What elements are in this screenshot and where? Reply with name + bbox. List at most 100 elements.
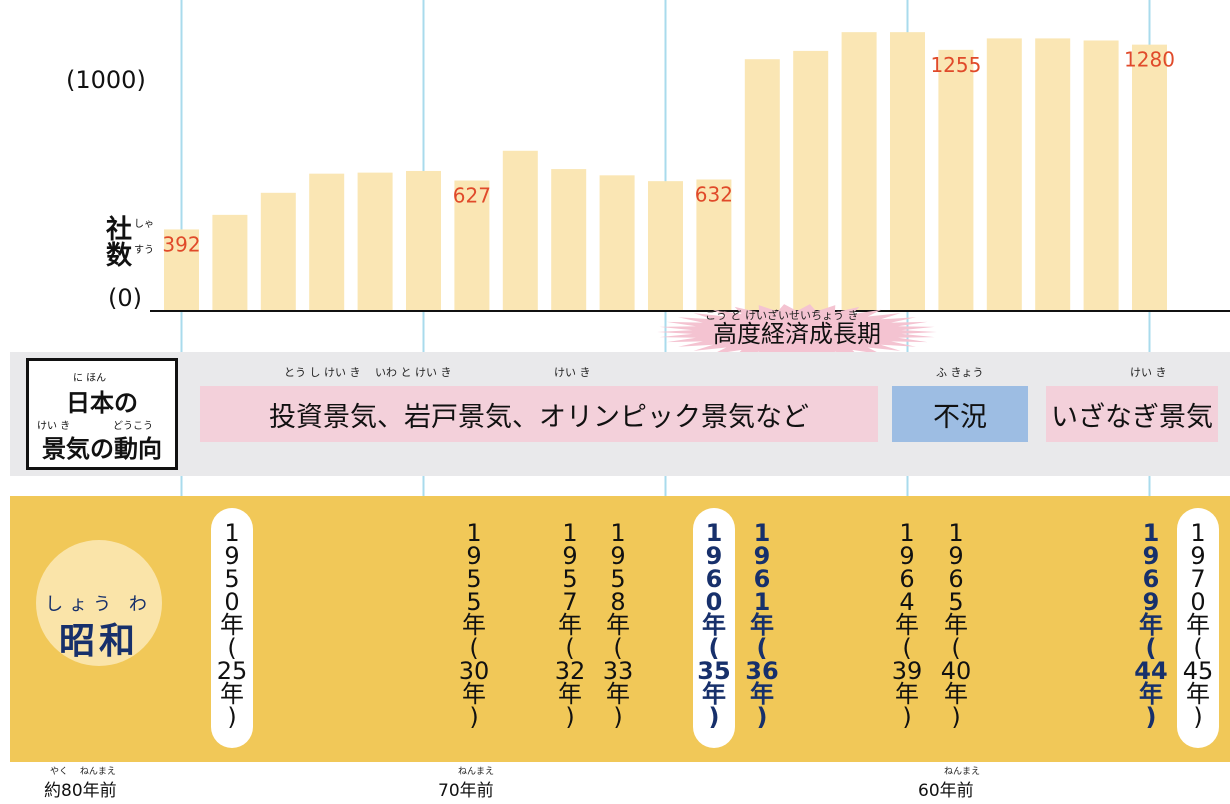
year-char: 5 xyxy=(466,588,482,616)
year-char: 40 xyxy=(940,657,972,685)
ago-80-label: 約80年前 xyxy=(44,781,117,801)
year-char: 1 xyxy=(610,519,626,547)
bar-1968 xyxy=(1035,38,1071,311)
year-char: ) xyxy=(756,703,768,731)
year-char: 9 xyxy=(466,542,482,570)
economy-title-ruby-2b: どうこう xyxy=(113,421,153,432)
year-char: 年 xyxy=(702,611,726,639)
year-char: 9 xyxy=(1142,588,1160,616)
data-label-1970: 1280 xyxy=(1124,48,1175,72)
bar-1963 xyxy=(793,50,829,311)
bar-1950 xyxy=(164,229,199,311)
data-label-1950: 392 xyxy=(162,232,200,256)
ago-60-ruby: ねんまえ xyxy=(944,767,981,777)
year-column: 1 9 5 0 年(25 年) xyxy=(215,521,249,729)
year-char: 年 xyxy=(606,611,630,639)
year-char: 5 xyxy=(466,565,482,593)
y-axis-title: 社 数 しゃ すう xyxy=(106,216,156,276)
year-column: 1 9 6 1 年(36 年) xyxy=(745,519,779,731)
ago-60-label: 60年前 xyxy=(918,781,974,801)
era-ruby: しょう わ xyxy=(45,594,153,615)
bar-1961 xyxy=(696,179,732,311)
year-char: ( xyxy=(565,634,575,662)
y-axis-title-char-2: 数 xyxy=(106,241,133,271)
year-column: 1 9 6 0 年(35 年) xyxy=(697,521,731,731)
year-char: 年 xyxy=(1186,611,1210,639)
bar-1965 xyxy=(890,32,925,311)
era-circle xyxy=(36,540,162,666)
data-label-1961: 632 xyxy=(695,182,733,206)
economy-title-line-2: 景気の動向 xyxy=(42,435,162,463)
bar-1957 xyxy=(502,150,538,311)
year-char: 年 xyxy=(1186,680,1210,708)
year-char: 5 xyxy=(610,565,626,593)
year-char: 6 xyxy=(753,565,771,593)
year-char: 5 xyxy=(948,588,964,616)
data-label-1966: 1255 xyxy=(930,53,981,77)
bar-1959 xyxy=(599,175,635,311)
phase-recession: 不況 xyxy=(892,386,1028,442)
year-column: 1 9 7 0 年(45 年) xyxy=(1181,521,1215,729)
bar-1970 xyxy=(1132,44,1167,311)
year-char: 9 xyxy=(224,542,240,570)
year-pill xyxy=(1177,508,1219,748)
year-char: 9 xyxy=(1142,542,1160,570)
y-axis-title-ruby-2: すう xyxy=(134,245,154,256)
bar-1960 xyxy=(648,181,683,311)
year-char: ( xyxy=(708,634,720,662)
year-char: 5 xyxy=(562,565,578,593)
year-char: ) xyxy=(902,703,912,731)
bar-1962 xyxy=(744,59,780,312)
year-char: 年 xyxy=(895,611,919,639)
year-char: 年 xyxy=(944,611,968,639)
year-char: 1 xyxy=(899,519,915,547)
year-pill xyxy=(693,508,735,748)
boom-title: 高度経済成長期 xyxy=(713,320,881,348)
year-char: 6 xyxy=(899,565,915,593)
year-column: 1 9 5 5 年(30 年) xyxy=(457,521,491,729)
year-column: 1 9 6 9 年(44 年) xyxy=(1134,519,1168,729)
year-char: 36 xyxy=(745,657,779,685)
ago-70-label: 70年前 xyxy=(438,781,494,801)
year-char: ( xyxy=(902,634,912,662)
year-char: 9 xyxy=(610,542,626,570)
year-char: ( xyxy=(469,634,479,662)
year-char: 年 xyxy=(558,680,582,708)
year-char: 年 xyxy=(220,611,244,639)
bar-1956 xyxy=(454,180,490,311)
year-char: ( xyxy=(756,634,768,662)
year-char: ( xyxy=(951,634,961,662)
year-char: 30 xyxy=(458,657,490,685)
y-axis-zero-label: (0) xyxy=(108,284,142,312)
year-char: 6 xyxy=(948,565,964,593)
data-labels: 392 627 632 1255 1280 xyxy=(162,48,1175,257)
year-char: 9 xyxy=(753,542,771,570)
economy-title-box: に ほん 日本の けい き どうこう 景気の動向 xyxy=(26,358,178,470)
year-char: 1 xyxy=(1142,519,1160,547)
year-char: ) xyxy=(951,703,961,731)
ago-80-ruby: やく ねんまえ xyxy=(50,767,116,777)
year-char: 年 xyxy=(606,680,630,708)
year-char: 年 xyxy=(895,680,919,708)
year-char: 0 xyxy=(705,588,723,616)
year-char: 1 xyxy=(753,519,771,547)
bar-1964 xyxy=(841,32,877,311)
year-char: ) xyxy=(708,703,720,731)
year-char: 年 xyxy=(944,680,968,708)
boom-burst-shape xyxy=(657,304,937,360)
year-char: 45 xyxy=(1182,657,1214,685)
year-char: 35 xyxy=(697,657,731,685)
year-char: 7 xyxy=(1190,565,1206,593)
year-char: ( xyxy=(1193,634,1203,662)
phase-izanagi-ruby: けい き xyxy=(1130,366,1167,379)
boom-title-ruby: こう ど けいざいせいちょう き xyxy=(705,309,859,322)
year-char: 年 xyxy=(750,680,774,708)
bars xyxy=(164,32,1167,312)
year-char: ( xyxy=(227,634,237,662)
year-pill xyxy=(211,508,253,748)
phase-boom-1: 投資景気、岩戸景気、オリンピック景気など xyxy=(200,386,878,442)
bar-1954 xyxy=(357,172,393,311)
bar-1952 xyxy=(260,192,296,311)
bar-1966 xyxy=(938,49,974,311)
